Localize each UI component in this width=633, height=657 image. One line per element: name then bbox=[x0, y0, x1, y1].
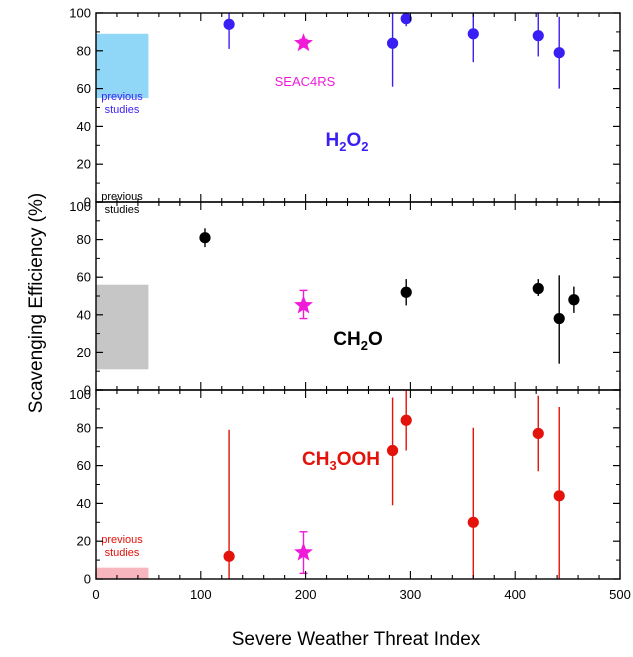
y-tick-label: 60 bbox=[77, 458, 91, 473]
x-tick-label: 100 bbox=[190, 587, 212, 602]
previous-studies-label: studies bbox=[105, 547, 140, 559]
species-label: CH3OOH bbox=[302, 449, 380, 473]
y-tick-label: 80 bbox=[77, 420, 91, 435]
data-point bbox=[223, 18, 235, 30]
previous-studies-label: previous bbox=[101, 191, 143, 203]
previous-studies-label: studies bbox=[105, 204, 140, 216]
data-layer bbox=[223, 13, 565, 89]
y-tick-label: 40 bbox=[77, 496, 91, 511]
data-point bbox=[553, 312, 565, 325]
y-tick-label: 100 bbox=[69, 387, 91, 402]
data-point bbox=[400, 414, 412, 426]
previous-studies-label: previous bbox=[101, 91, 143, 103]
y-tick-label: 60 bbox=[77, 81, 91, 96]
data-point bbox=[386, 37, 399, 49]
data-point bbox=[467, 28, 479, 40]
y-tick-label: 100 bbox=[69, 199, 91, 214]
y-tick-label: 80 bbox=[77, 232, 91, 247]
data-point bbox=[532, 282, 544, 295]
species-label: H2O2 bbox=[326, 130, 369, 154]
data-layer bbox=[223, 390, 565, 579]
data-point bbox=[568, 294, 580, 306]
seac4rs-label: SEAC4RS bbox=[275, 74, 336, 89]
previous-studies-range bbox=[96, 33, 149, 99]
species-label: CH2O bbox=[333, 329, 382, 353]
y-tick-label: 0 bbox=[84, 572, 91, 587]
data-point bbox=[400, 286, 412, 298]
y-tick-label: 20 bbox=[77, 534, 91, 549]
y-tick-label: 60 bbox=[77, 270, 91, 285]
panel-frame bbox=[95, 12, 621, 203]
y-tick-label: 80 bbox=[77, 43, 91, 58]
x-tick-label: 300 bbox=[400, 587, 422, 602]
previous-studies-range bbox=[96, 567, 149, 579]
y-tick-label: 0 bbox=[84, 195, 91, 210]
data-point bbox=[532, 427, 544, 440]
previous-studies-label: studies bbox=[105, 104, 140, 116]
data-point bbox=[553, 490, 565, 502]
seac4rs-star bbox=[294, 295, 313, 314]
data-layer bbox=[199, 228, 580, 364]
x-tick-label: 0 bbox=[92, 587, 99, 602]
y-tick-label: 20 bbox=[77, 157, 91, 172]
y-tick-label: 100 bbox=[69, 6, 91, 21]
panel-frame bbox=[95, 201, 621, 391]
seac4rs-star bbox=[294, 33, 313, 52]
previous-studies-label: previous bbox=[101, 534, 143, 546]
previous-studies-range bbox=[96, 284, 149, 370]
x-tick-label: 400 bbox=[504, 587, 526, 602]
data-point bbox=[467, 516, 479, 528]
panel-frame bbox=[95, 389, 621, 580]
data-point bbox=[223, 550, 235, 562]
y-tick-label: 0 bbox=[84, 383, 91, 398]
data-point bbox=[532, 30, 544, 42]
seac4rs-star bbox=[294, 542, 313, 561]
x-tick-label: 500 bbox=[609, 587, 631, 602]
x-axis-title: Severe Weather Threat Index bbox=[232, 629, 481, 650]
y-tick-label: 40 bbox=[77, 307, 91, 322]
data-point bbox=[199, 232, 211, 244]
data-point bbox=[386, 444, 399, 457]
x-tick-label: 200 bbox=[295, 587, 317, 602]
data-point bbox=[553, 47, 565, 59]
y-tick-label: 40 bbox=[77, 119, 91, 134]
y-axis-title: Scavenging Efficiency (%) bbox=[26, 193, 47, 413]
y-tick-label: 20 bbox=[77, 345, 91, 360]
data-point bbox=[400, 13, 412, 25]
